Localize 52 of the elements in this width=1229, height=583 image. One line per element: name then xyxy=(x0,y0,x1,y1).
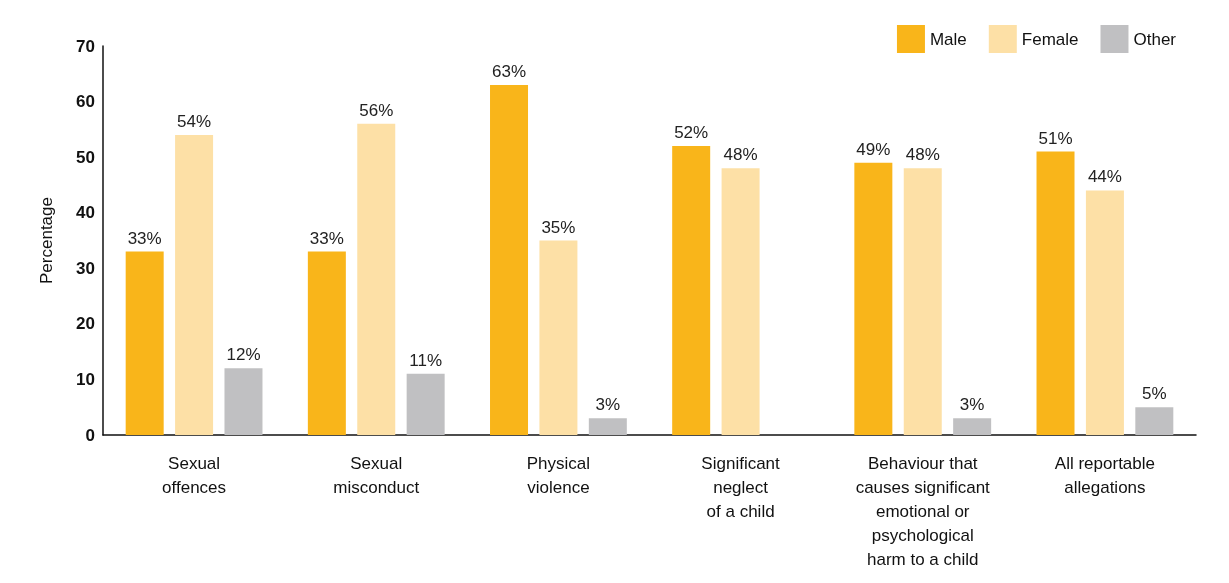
data-label: 52% xyxy=(674,123,709,143)
data-label: 56% xyxy=(359,100,394,120)
legend-label: Male xyxy=(929,29,967,49)
data-label: 44% xyxy=(1087,167,1122,187)
y-tick-label: 10 xyxy=(76,369,95,389)
x-tick-label: All reportable allegations xyxy=(1054,453,1155,497)
data-label: 33% xyxy=(127,228,162,248)
bar xyxy=(125,251,164,435)
legend-label: Other xyxy=(1133,29,1177,49)
y-tick-label: 20 xyxy=(76,314,95,334)
data-label: 12% xyxy=(226,345,261,365)
data-label: 48% xyxy=(723,145,758,165)
data-label: 5% xyxy=(1142,384,1167,404)
data-label: 3% xyxy=(959,395,985,415)
y-tick-label: 30 xyxy=(76,258,95,278)
bar xyxy=(854,162,893,435)
data-label: 51% xyxy=(1038,128,1073,148)
y-axis-title: Percentage xyxy=(37,197,56,284)
bar xyxy=(1135,407,1174,435)
legend-label: Female xyxy=(1021,29,1079,49)
bar xyxy=(406,373,445,435)
data-label: 11% xyxy=(409,350,443,370)
x-tick-label: Physical violence xyxy=(526,453,591,497)
x-tick-label: Significant neglect of a child xyxy=(701,453,781,521)
data-label: 3% xyxy=(595,395,621,415)
data-label: 49% xyxy=(856,139,891,159)
data-label: 48% xyxy=(905,145,940,165)
x-tick-label: Sexual misconduct xyxy=(333,453,420,497)
bar xyxy=(953,418,992,435)
data-label: 35% xyxy=(541,217,576,237)
bar xyxy=(672,146,711,435)
y-tick-label: 40 xyxy=(76,203,95,223)
bar xyxy=(1085,190,1124,435)
data-label: 54% xyxy=(177,111,212,131)
bar xyxy=(903,168,942,435)
bar xyxy=(721,168,760,435)
x-tick-label: Sexual offences xyxy=(162,453,227,497)
bar xyxy=(357,123,396,435)
y-tick-label: 60 xyxy=(76,92,95,112)
y-tick-label: 0 xyxy=(85,425,95,445)
bar xyxy=(307,251,346,435)
data-label: 63% xyxy=(492,61,527,81)
bar xyxy=(175,134,214,435)
bar xyxy=(1036,151,1075,435)
y-tick-label: 70 xyxy=(76,36,95,56)
bar xyxy=(224,368,263,435)
bar xyxy=(588,418,627,435)
bar xyxy=(490,84,529,435)
bar xyxy=(539,240,578,435)
y-tick-label: 50 xyxy=(76,147,95,167)
x-tick-label: Behaviour that causes significant emotional or psychological harm to a child xyxy=(855,453,991,569)
data-label: 33% xyxy=(309,228,344,248)
